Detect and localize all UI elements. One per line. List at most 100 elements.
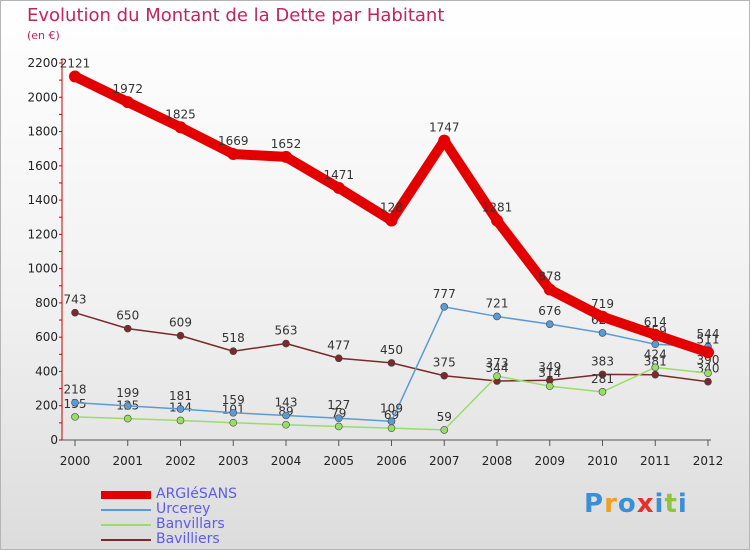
data-point	[651, 363, 660, 372]
legend-swatch	[101, 523, 151, 526]
y-tick-label: 1000	[27, 262, 58, 276]
data-label: 424	[644, 347, 667, 361]
data-point	[282, 339, 290, 348]
x-tick-label: 2002	[165, 454, 196, 468]
data-label: 777	[433, 287, 456, 301]
x-tick-label: 2011	[640, 454, 671, 468]
legend-label: Banvillars	[156, 516, 225, 532]
series-argiésans: 2121 1972 1825 1669 1652 1471 128 1747 1281 878 71…	[60, 57, 720, 359]
data-label: 721	[486, 296, 509, 310]
x-tick-label: 2004	[271, 454, 302, 468]
data-label: 373	[486, 356, 509, 370]
data-label: 344	[486, 361, 509, 375]
x-tick-label: 2010	[587, 454, 618, 468]
data-point	[545, 382, 554, 390]
data-point	[493, 312, 501, 321]
data-point	[598, 388, 607, 396]
data-label: 609	[169, 316, 192, 330]
data-point	[176, 416, 185, 425]
data-label: 128	[380, 200, 403, 214]
legend: ARGIéSANS Urcerey Banvillars Bavilliers	[101, 487, 237, 547]
y-tick-label: 800	[35, 296, 58, 310]
x-tick-label: 2003	[218, 454, 249, 468]
data-label: 1281	[482, 200, 513, 214]
y-tick-label: 200	[35, 399, 58, 413]
x-tick-label: 2005	[323, 454, 354, 468]
data-label: 719	[591, 297, 614, 311]
data-label: 127	[327, 398, 350, 412]
data-point	[282, 420, 290, 429]
data-point	[282, 411, 290, 420]
data-point	[493, 372, 501, 380]
x-tick-label: 2008	[482, 454, 513, 468]
data-label: 2121	[60, 57, 91, 71]
data-point	[598, 370, 607, 379]
data-label: 281	[591, 372, 614, 386]
data-point	[229, 418, 238, 427]
x-tick-label: 2007	[429, 454, 460, 468]
y-tick-label: 600	[35, 330, 58, 344]
legend-label: Urcerey	[156, 501, 211, 517]
legend-swatch	[101, 508, 151, 511]
data-point	[121, 96, 134, 109]
data-point	[69, 70, 81, 83]
y-tick-label: 1400	[27, 193, 58, 207]
data-label: 383	[591, 354, 614, 368]
data-label: 390	[697, 353, 720, 367]
y-tick-label: 1600	[27, 159, 58, 173]
data-point	[334, 414, 343, 423]
data-point	[123, 414, 132, 423]
data-point	[649, 328, 662, 341]
data-label: 511	[697, 332, 720, 346]
data-label: 743	[64, 293, 87, 307]
data-label: 375	[433, 356, 456, 370]
data-label: 199	[116, 386, 139, 400]
y-tick-label: 0	[50, 433, 58, 447]
x-tick-label: 2012	[693, 454, 724, 468]
data-label: 1747	[429, 121, 460, 135]
data-label: 1972	[112, 82, 143, 96]
data-label: 218	[64, 383, 87, 397]
data-label: 1669	[218, 134, 249, 148]
data-point	[229, 347, 238, 356]
legend-label: Bavilliers	[156, 531, 220, 547]
data-point	[491, 214, 503, 227]
brand-logo: Proxiti	[584, 489, 688, 519]
y-tick-label: 2000	[27, 90, 58, 104]
y-tick-label: 1800	[27, 125, 58, 139]
legend-item: Bavilliers	[101, 532, 237, 547]
data-point	[651, 370, 660, 379]
data-point	[704, 369, 712, 377]
data-label: 477	[327, 338, 350, 352]
data-label: 181	[169, 389, 192, 403]
data-label: 614	[644, 315, 667, 329]
data-label: 544	[697, 327, 720, 341]
data-point	[440, 371, 449, 380]
data-point	[702, 346, 714, 359]
data-point	[545, 320, 554, 328]
data-label: 159	[222, 393, 245, 407]
legend-item: ARGIéSANS	[101, 487, 237, 502]
data-label: 109	[380, 401, 403, 415]
data-point	[440, 303, 449, 311]
x-tick-label: 2000	[60, 454, 91, 468]
data-point	[71, 413, 79, 421]
data-point	[174, 121, 187, 134]
chart-title: Evolution du Montant de la Dette par Hab…	[27, 5, 445, 26]
data-point	[387, 417, 396, 426]
data-point	[651, 340, 660, 349]
y-tick-label: 2200	[27, 56, 58, 70]
data-label: 1471	[323, 168, 354, 182]
legend-item: Urcerey	[101, 502, 237, 517]
legend-label: ARGIéSANS	[156, 486, 237, 502]
data-point	[123, 324, 132, 333]
x-tick-label: 2001	[112, 454, 143, 468]
data-label: 314	[538, 366, 561, 380]
data-label: 381	[644, 355, 667, 369]
data-point	[385, 214, 398, 227]
data-label: 650	[116, 309, 139, 323]
data-label: 1652	[271, 137, 302, 151]
x-tick-label: 2006	[376, 454, 407, 468]
